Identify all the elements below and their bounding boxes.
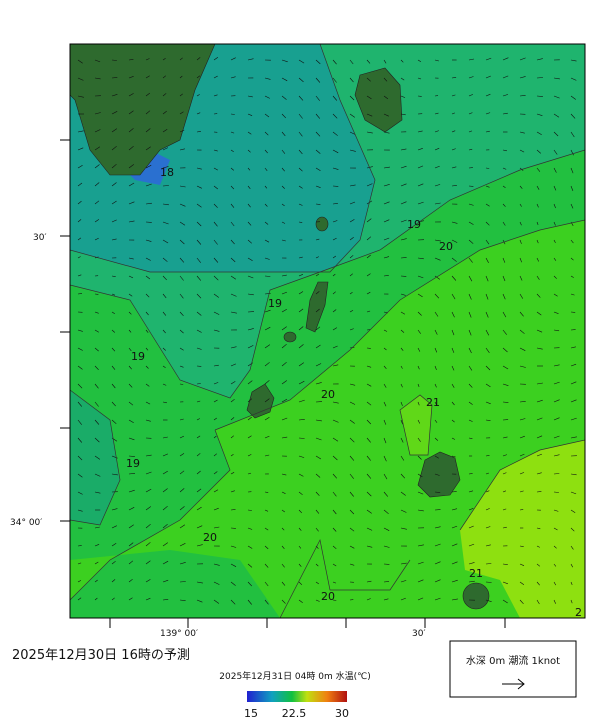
colorbar-title: 2025年12月31日 04時 0m 水温(℃) [219,670,370,682]
contour-label: 21 [469,567,483,580]
lat-label: 34° 00′ [10,518,42,528]
legend-text: 水深 0m 潮流 1knot [466,654,560,667]
colorbar-label: 30 [335,707,349,720]
contour-label: 19 [268,297,282,310]
contour-label: 18 [160,166,174,179]
contour-label: 20 [203,531,217,544]
contour-label: 21 [426,396,440,409]
colorbar [247,691,347,702]
contour-label: 19 [126,457,140,470]
contour-label: 19 [407,218,421,231]
island [463,583,489,609]
contour-label: 19 [131,350,145,363]
island [316,217,328,231]
legend-box [450,641,576,697]
lat-label: 30′ [33,233,47,243]
contour-label: 20 [439,240,453,253]
island [284,332,296,342]
contour-label: 20 [321,388,335,401]
contour-label: 2 [575,606,582,619]
colorbar-label: 15 [244,707,258,720]
lon-label: 139° 00′ [160,629,198,639]
lon-label: 30′ [412,629,426,639]
contour-label: 20 [321,590,335,603]
map-area [70,44,585,618]
forecast-title: 2025年12月30日 16時の予測 [12,648,190,663]
colorbar-label: 22.5 [282,707,307,720]
